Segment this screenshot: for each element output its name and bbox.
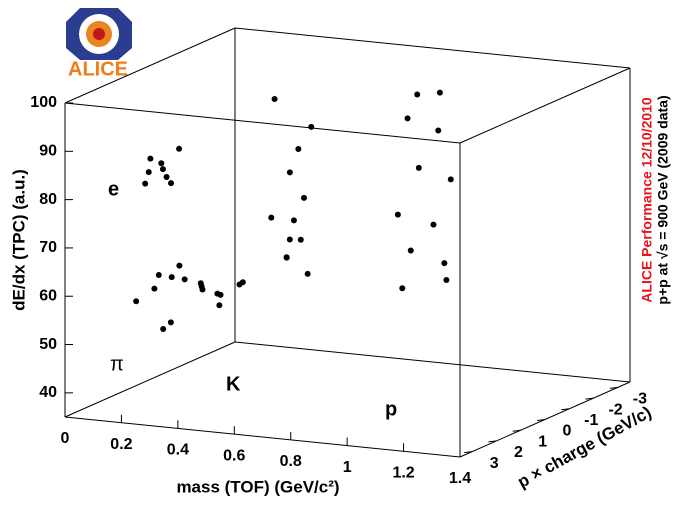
point xyxy=(286,236,293,243)
point xyxy=(176,262,183,269)
point xyxy=(415,164,422,171)
z-tick-label: -2 xyxy=(608,401,622,418)
point xyxy=(301,194,307,201)
z-tick xyxy=(561,408,570,411)
point xyxy=(145,169,152,176)
point xyxy=(176,145,183,152)
x-tick-label: 0.4 xyxy=(167,442,189,459)
z-tick xyxy=(536,419,546,421)
point xyxy=(168,274,175,281)
logo-text: ALICE xyxy=(68,58,128,80)
point xyxy=(217,291,224,298)
point xyxy=(155,271,162,278)
point xyxy=(147,155,154,162)
annotation: p+p at √s = 900 GeV (2009 data) xyxy=(655,95,671,304)
point xyxy=(158,160,165,167)
x-tick-label: 1.2 xyxy=(392,465,414,482)
point xyxy=(295,146,302,153)
box-edge xyxy=(64,341,236,418)
point xyxy=(443,276,450,283)
point xyxy=(181,276,188,283)
point xyxy=(404,115,411,122)
point xyxy=(159,166,166,173)
x-tick-label: 1.4 xyxy=(449,470,471,487)
y-tick-label: 100 xyxy=(30,94,57,111)
particle-label: K xyxy=(226,373,241,395)
y-tick-label: 60 xyxy=(39,287,57,304)
logo: ALICE xyxy=(66,8,132,80)
z-tick xyxy=(512,429,521,432)
x-axis-title: mass (TOF) (GeV/c²) xyxy=(176,477,339,496)
point xyxy=(308,123,315,130)
point xyxy=(268,214,275,221)
x-tick-label: 0.8 xyxy=(280,453,302,470)
point xyxy=(394,211,401,218)
box-edge xyxy=(234,27,631,69)
y-tick-label: 50 xyxy=(39,336,57,353)
point xyxy=(133,298,140,305)
z-tick xyxy=(585,397,594,400)
point xyxy=(436,89,443,96)
point xyxy=(151,285,158,292)
point xyxy=(271,95,278,102)
x-tick-label: 0.6 xyxy=(223,447,245,464)
y-tick-label: 90 xyxy=(39,143,57,160)
z-tick-label: 2 xyxy=(514,444,523,461)
x-tick-label: 0.2 xyxy=(110,436,132,453)
z-tick-label: 0 xyxy=(563,423,572,440)
z-tick xyxy=(609,386,618,389)
point xyxy=(399,285,406,292)
point xyxy=(290,217,297,224)
point xyxy=(297,236,304,243)
z-tick-label: 3 xyxy=(490,455,499,472)
box-edge xyxy=(459,67,631,144)
logo-center xyxy=(93,28,105,40)
point xyxy=(447,176,454,183)
annotation: ALICE Performance 12/10/2010 xyxy=(639,97,655,303)
point xyxy=(304,270,311,277)
box-edge xyxy=(64,102,461,144)
z-tick xyxy=(464,451,473,454)
z-tick-label: 1 xyxy=(538,433,547,450)
box-edge xyxy=(234,341,631,383)
z-tick-label: -3 xyxy=(633,391,647,408)
point xyxy=(407,247,414,254)
z-tick xyxy=(488,440,497,443)
particle-label: π xyxy=(110,353,124,375)
particle-label: e xyxy=(108,178,119,200)
particle-label: p xyxy=(385,398,397,420)
point xyxy=(216,302,223,309)
point xyxy=(168,180,174,187)
point xyxy=(142,180,149,187)
point xyxy=(441,260,448,267)
y-tick-label: 80 xyxy=(39,191,57,208)
point xyxy=(197,280,204,287)
x-tick-label: 0 xyxy=(61,430,70,447)
point xyxy=(167,319,174,326)
z-tick-label: -1 xyxy=(584,412,598,429)
point xyxy=(283,254,290,261)
box-edge xyxy=(64,416,461,458)
x-tick-label: 1 xyxy=(343,459,352,476)
point xyxy=(286,169,293,176)
point xyxy=(163,173,170,180)
y-tick-label: 40 xyxy=(39,384,57,401)
point xyxy=(160,326,167,333)
point xyxy=(435,127,442,134)
point xyxy=(414,91,421,98)
box-edge xyxy=(64,27,236,104)
point xyxy=(236,281,243,288)
point xyxy=(430,221,437,228)
y-axis-title: dE/dx (TPC) (a.u.) xyxy=(9,169,28,311)
y-tick-label: 70 xyxy=(39,239,57,256)
